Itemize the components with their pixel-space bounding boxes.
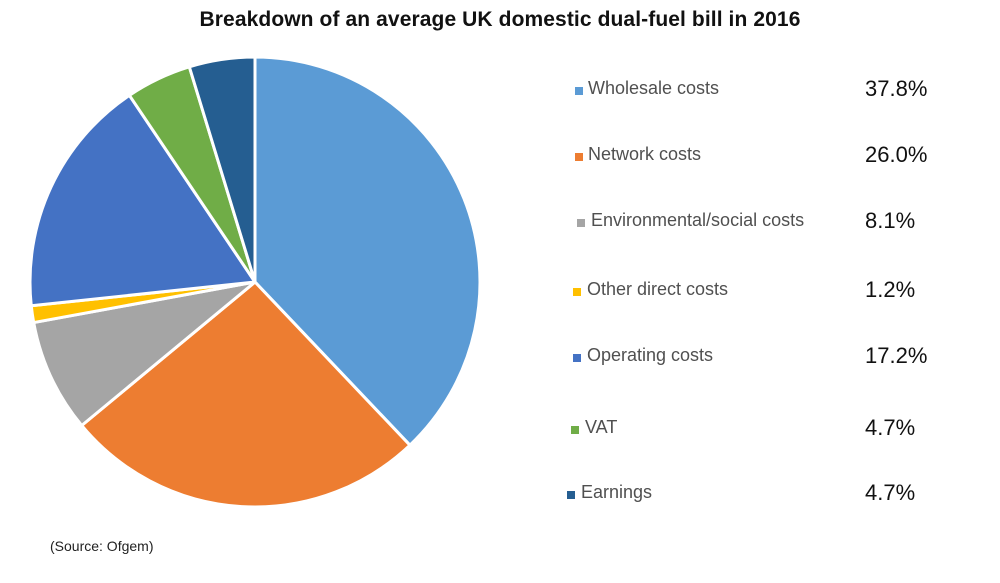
legend-label: Network costs <box>588 144 702 164</box>
source-note: (Source: Ofgem) <box>50 538 154 554</box>
legend-swatch <box>571 426 579 434</box>
legend-swatch <box>567 491 575 499</box>
pie-slice-earnings <box>187 55 257 284</box>
legend-item-earnings: Earnings 4.7% <box>560 480 980 510</box>
legend-swatch <box>573 354 581 362</box>
pie-slice-network-costs <box>80 280 412 509</box>
legend-item-operating: Operating costs 17.2% <box>560 343 980 373</box>
legend-item-environmental: Environmental/social costs 8.1% <box>560 208 980 238</box>
legend-swatch <box>573 288 581 296</box>
legend-swatch <box>575 153 583 161</box>
legend-swatch <box>575 87 583 95</box>
legend-value: 37.8% <box>865 76 928 101</box>
chart-title: Breakdown of an average UK domestic dual… <box>199 8 801 31</box>
legend: Wholesale costs 37.8% Network costs 26.0… <box>560 0 980 583</box>
legend-value: 26.0% <box>865 142 928 167</box>
legend-swatch <box>577 219 585 227</box>
legend-value: 8.1% <box>865 208 916 233</box>
legend-value: 4.7% <box>865 480 916 505</box>
pie-slice-wholesale-costs <box>253 55 482 447</box>
legend-value: 1.2% <box>865 277 916 302</box>
legend-item-network: Network costs 26.0% <box>560 142 980 172</box>
legend-label: Other direct costs <box>587 279 729 299</box>
legend-label: Wholesale costs <box>588 78 720 98</box>
pie-chart <box>28 55 482 509</box>
legend-label: Operating costs <box>587 345 714 365</box>
legend-value: 4.7% <box>865 415 916 440</box>
legend-item-other-direct: Other direct costs 1.2% <box>560 277 980 307</box>
pie-slice-environmental-social-costs <box>32 280 257 428</box>
legend-label: Earnings <box>581 482 653 502</box>
pie-slices <box>28 55 482 509</box>
legend-label: VAT <box>585 417 618 437</box>
legend-label: Environmental/social costs <box>591 210 805 230</box>
pie-slice-operating-costs <box>28 93 257 308</box>
legend-item-wholesale: Wholesale costs 37.8% <box>560 76 980 106</box>
legend-item-vat: VAT 4.7% <box>560 415 980 445</box>
legend-value: 17.2% <box>865 343 928 368</box>
